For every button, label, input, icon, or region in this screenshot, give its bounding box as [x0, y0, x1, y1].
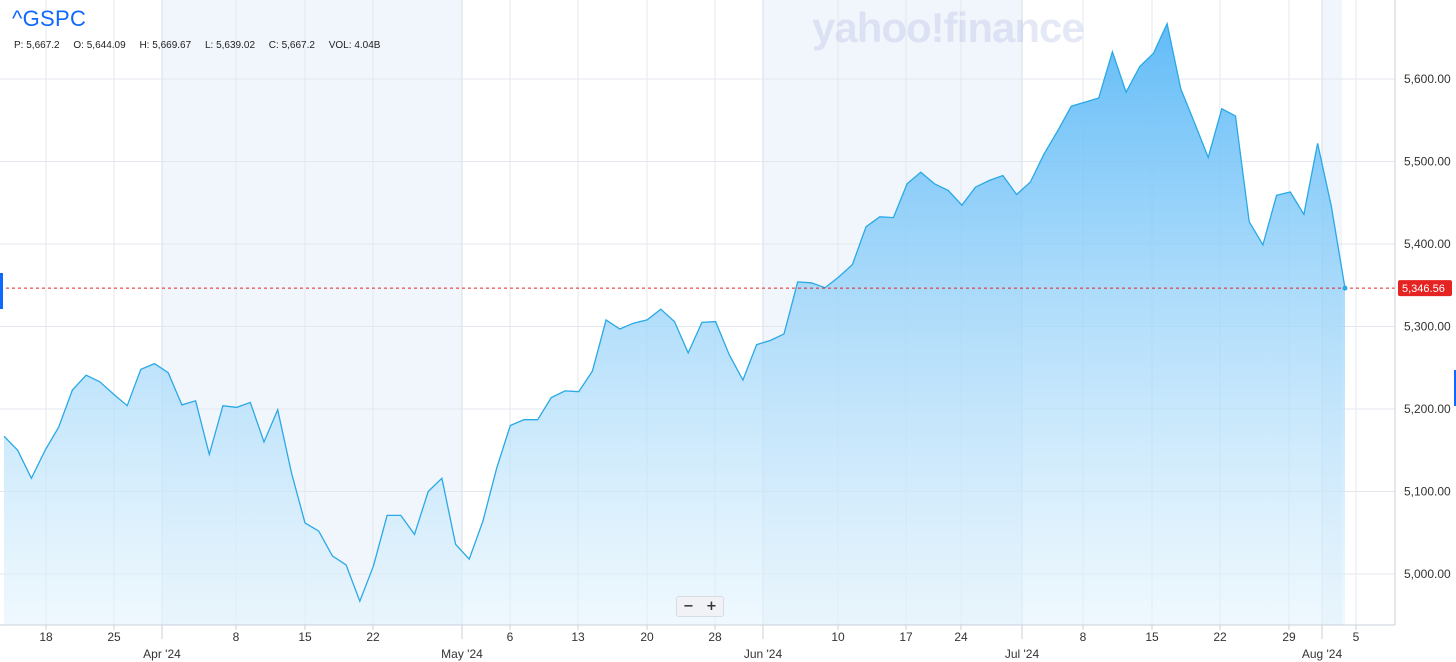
price-area — [4, 23, 1345, 625]
last-price-dot — [1342, 285, 1348, 291]
y-tick-label: 5,400.00 — [1404, 237, 1451, 251]
current-price-tag — [1398, 280, 1452, 297]
y-tick-label: 5,100.00 — [1404, 485, 1451, 499]
y-tick-label: 5,600.00 — [1404, 72, 1451, 86]
y-tick-label: 5,000.00 — [1404, 567, 1451, 581]
right-pan-handle[interactable] — [1454, 370, 1456, 406]
x-tick-label: 24 — [954, 630, 968, 644]
x-tick-label: 22 — [366, 630, 380, 644]
zoom-out-button[interactable]: − — [683, 599, 694, 614]
x-tick-label: 18 — [39, 630, 53, 644]
x-axis-month-labels: Apr '24 May '24 Jun '24 Jul '24 Aug '24 — [143, 625, 1342, 661]
x-tick-label: 17 — [899, 630, 913, 644]
x-tick-label: 28 — [708, 630, 722, 644]
volume-readout: VOL: 4.04B — [328, 40, 381, 51]
month-label: May '24 — [441, 647, 483, 661]
x-tick-label: 22 — [1213, 630, 1227, 644]
price-readout: P: 5,667.2 — [14, 40, 60, 51]
x-tick-label: 13 — [571, 630, 585, 644]
x-tick-label: 20 — [640, 630, 654, 644]
x-tick-label: 15 — [1145, 630, 1159, 644]
high-readout: H: 5,669.67 — [139, 40, 192, 51]
x-tick-label: 6 — [507, 630, 514, 644]
x-tick-label: 5 — [1353, 630, 1360, 644]
y-tick-label: 5,300.00 — [1404, 320, 1451, 334]
y-axis-labels: 5,000.00 5,100.00 5,200.00 5,300.00 5,400.00… — [1404, 72, 1451, 581]
y-tick-label: 5,200.00 — [1404, 402, 1451, 416]
current-price-label: 5,346.56 — [1402, 283, 1445, 295]
month-label: Jul '24 — [1005, 647, 1040, 661]
price-line — [3, 21, 1346, 604]
y-tick-label: 5,500.00 — [1404, 155, 1451, 169]
low-readout: L: 5,639.02 — [204, 40, 256, 51]
x-tick-label: 8 — [233, 630, 240, 644]
zoom-controls: − + — [676, 596, 724, 617]
ohlc-readout: P: 5,667.2 O: 5,644.09 H: 5,669.67 L: 5,… — [14, 40, 391, 51]
month-label: Apr '24 — [143, 647, 181, 661]
month-label: Jun '24 — [744, 647, 783, 661]
yahoo-finance-watermark: yahoo!finance — [812, 4, 1085, 51]
x-tick-label: 29 — [1282, 630, 1296, 644]
zoom-in-button[interactable]: + — [706, 599, 717, 614]
x-tick-label: 10 — [831, 630, 845, 644]
open-readout: O: 5,644.09 — [73, 40, 126, 51]
close-readout: C: 5,667.2 — [268, 40, 315, 51]
left-pan-handle[interactable] — [0, 273, 3, 309]
x-tick-label: 15 — [298, 630, 312, 644]
x-tick-label: 8 — [1080, 630, 1087, 644]
x-tick-label: 25 — [107, 630, 121, 644]
ticker-symbol[interactable]: ^GSPC — [12, 6, 87, 31]
x-axis-labels: 18 25 8 15 22 6 13 20 28 10 17 24 8 15 22 29 5 — [39, 625, 1360, 644]
month-label: Aug '24 — [1302, 647, 1343, 661]
